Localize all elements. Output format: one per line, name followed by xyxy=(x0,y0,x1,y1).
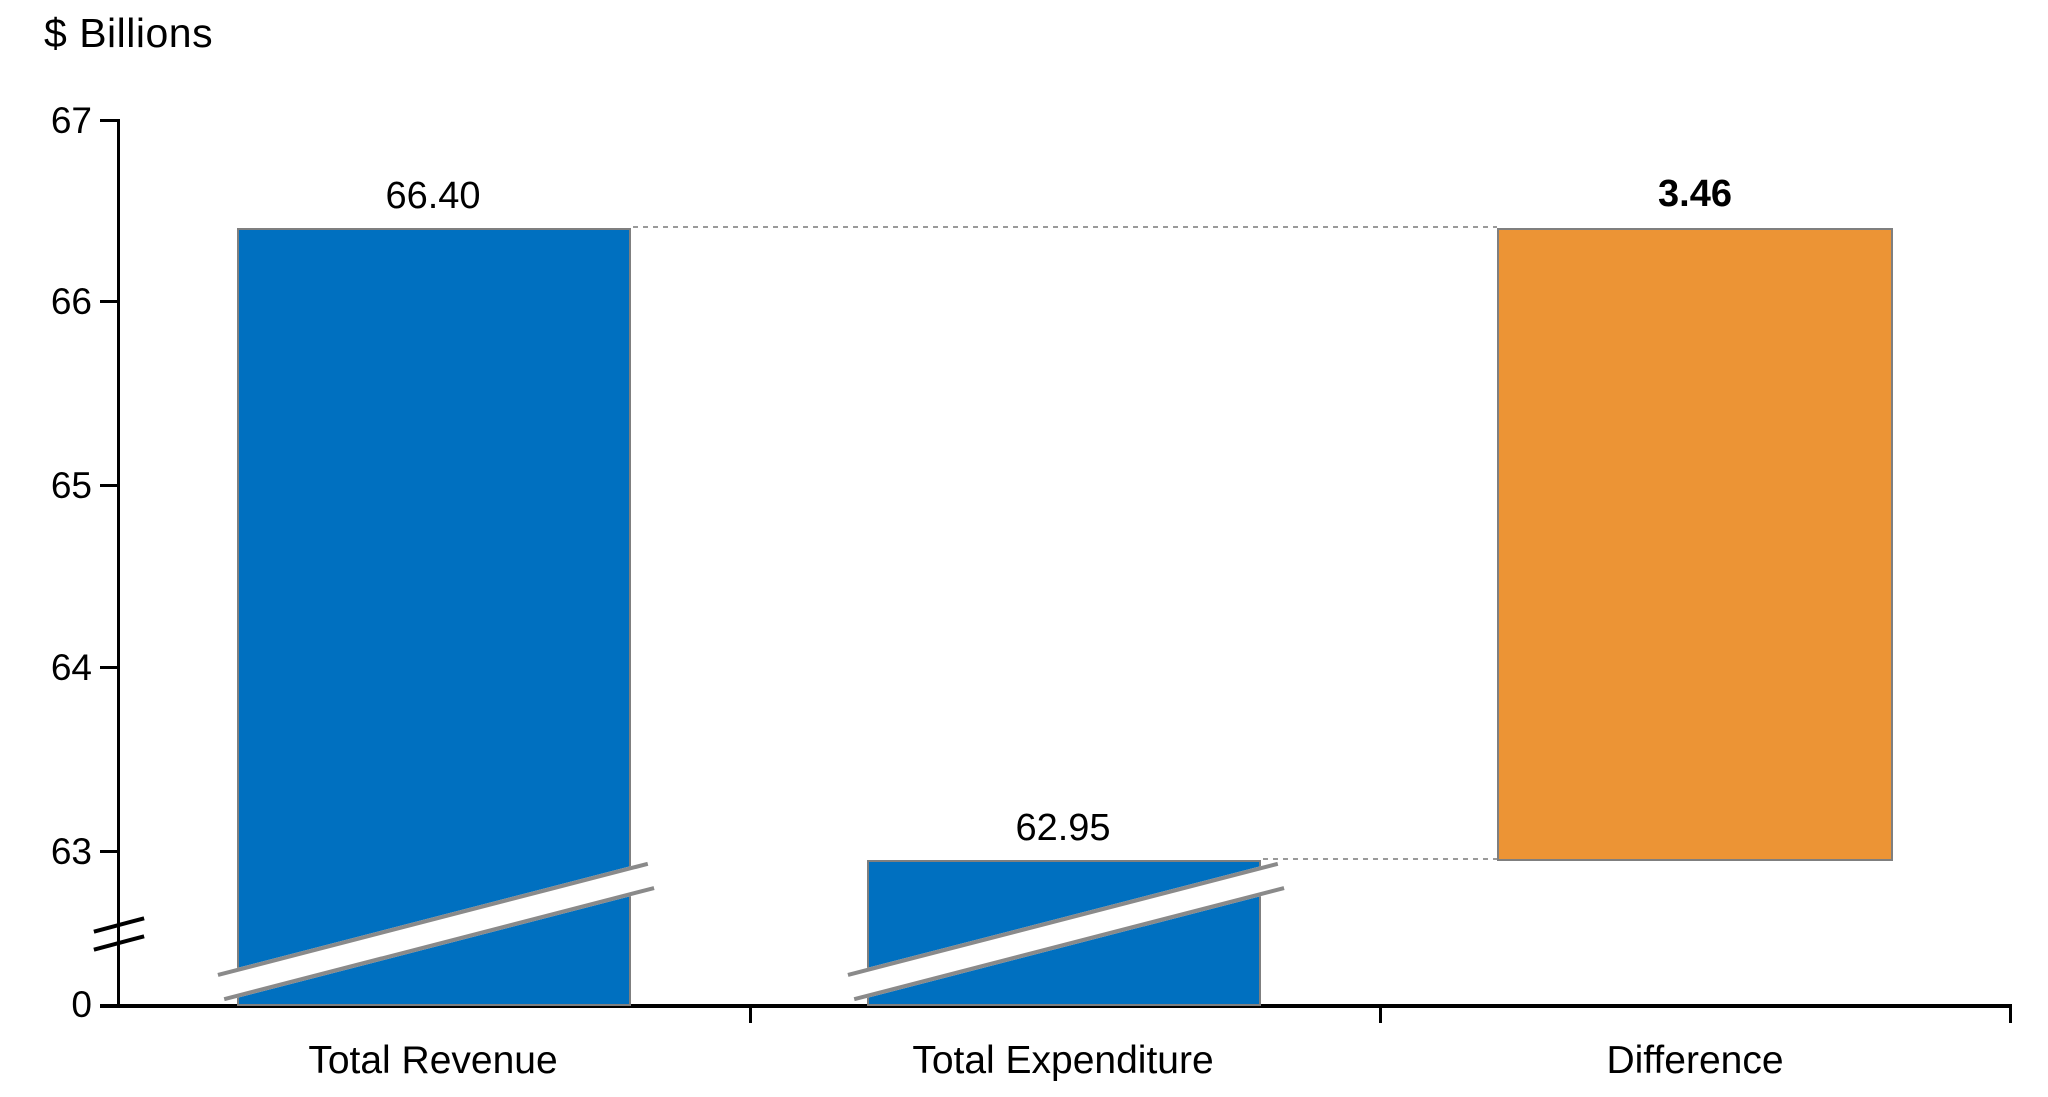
y-tick-mark xyxy=(100,484,118,487)
y-tick-label: 63 xyxy=(50,831,92,872)
category-label-total-revenue: Total Revenue xyxy=(308,1039,558,1082)
y-tick-label: 0 xyxy=(71,984,92,1025)
connector-line-bottom xyxy=(1263,858,1497,860)
y-tick-mark xyxy=(100,119,118,122)
value-label-total-expenditure: 62.95 xyxy=(1015,807,1111,849)
y-tick-label: 64 xyxy=(50,647,92,688)
y-tick-mark xyxy=(100,850,118,853)
category-label-difference: Difference xyxy=(1606,1039,1784,1082)
x-tick-mark xyxy=(749,1006,752,1023)
value-label-total-revenue: 66.40 xyxy=(385,175,481,217)
x-tick-mark xyxy=(2009,1006,2012,1023)
category-label-total-expenditure: Total Expenditure xyxy=(912,1039,1214,1082)
x-tick-mark xyxy=(1379,1006,1382,1023)
y-tick-label: 66 xyxy=(50,281,92,322)
y-tick-mark xyxy=(100,1004,118,1007)
y-tick-label: 67 xyxy=(50,100,92,141)
bar-difference xyxy=(1497,228,1893,861)
bar-total-revenue xyxy=(237,228,631,1006)
x-axis-line xyxy=(100,1004,2012,1008)
y-tick-mark xyxy=(100,300,118,303)
y-tick-label: 65 xyxy=(50,465,92,506)
chart-title: $ Billions xyxy=(44,10,214,56)
y-axis-line xyxy=(117,119,120,1007)
connector-line-top xyxy=(633,226,1497,228)
value-label-difference: 3.46 xyxy=(1658,173,1732,215)
y-tick-mark xyxy=(100,666,118,669)
